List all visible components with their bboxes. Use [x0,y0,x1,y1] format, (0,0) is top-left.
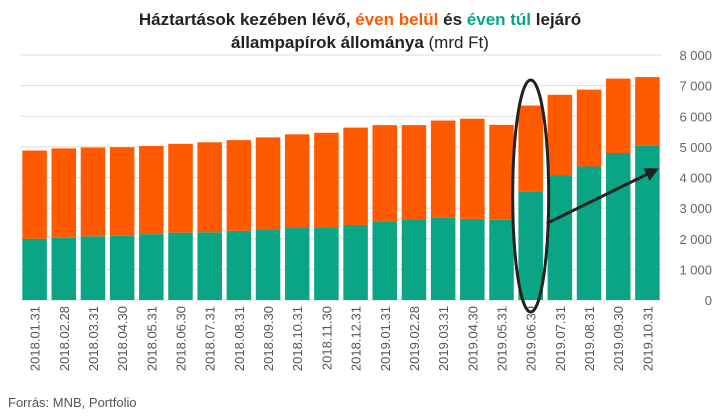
x-tick-label: 2018.07.31 [203,306,218,371]
x-tick-label: 2018.11.30 [319,306,334,370]
bar-within [343,127,368,225]
title-part2: lejáró [535,10,582,29]
x-tick-label: 2019.09.30 [611,306,626,371]
bar-within [226,140,252,231]
x-tick-label: 2019.10.31 [640,306,655,371]
x-tick-label: 2019.04.30 [465,306,480,371]
x-tick-label: 2019.02.28 [407,306,422,371]
bar-within [430,120,456,218]
bar-beyond [197,232,222,300]
y-tick-label: 2 000 [679,232,712,247]
y-tick-label: 7 000 [679,79,712,94]
y-tick-label: 3 000 [679,201,712,216]
bar-within [109,147,135,236]
bar-beyond [518,191,543,300]
bar-within [576,89,602,167]
bar-beyond [605,153,631,300]
bar-beyond [489,219,514,300]
title-line2: állampapírok állománya [231,33,424,52]
y-tick-label: 0 [705,293,712,308]
title-unit: (mrd Ft) [428,33,489,52]
title-and: és [443,10,463,29]
bar-within [284,134,310,229]
y-tick-label: 1 000 [679,262,712,277]
y-tick-label: 6 000 [679,109,712,124]
bar-beyond [430,217,456,300]
x-tick-label: 2018.08.31 [232,306,247,371]
bar-within [489,124,514,220]
title-part1: Háztartások kezében lévő, [138,10,351,29]
title-line-1: Háztartások kezében lévő, éven belül és … [0,8,720,31]
trend-arrow-line [546,170,652,225]
bar-within [372,125,398,222]
bar-beyond [372,221,398,300]
bar-beyond [284,228,310,300]
bar-beyond [51,237,77,300]
y-tick-label: 4 000 [679,171,712,186]
title-line-2: állampapírok állománya (mrd Ft) [0,31,720,54]
bar-beyond [80,236,106,300]
bar-beyond [168,232,193,300]
x-tick-label: 2019.08.31 [582,306,597,371]
bar-within [139,145,164,235]
x-tick-label: 2018.02.28 [57,306,72,371]
bar-beyond [343,224,368,300]
source-note: Forrás: MNB, Portfolio [8,395,137,410]
bar-within [518,105,543,192]
x-tick-label: 2018.06.30 [174,306,189,371]
title-within: éven belül [355,10,439,29]
x-tick-label: 2018.04.30 [115,306,130,371]
bar-beyond [401,219,427,300]
x-tick-label: 2018.10.31 [290,306,305,371]
bar-within [314,132,339,228]
bar-within [401,125,427,220]
bar-within [255,137,281,230]
highlight-ellipse [511,78,551,314]
x-tick-label: 2019.01.31 [378,306,393,371]
bar-within [168,143,193,233]
bar-within [635,77,660,146]
bar-beyond [109,235,135,300]
bar-beyond [22,238,47,300]
y-tick-label: 5 000 [679,140,712,155]
x-tick-label: 2018.05.31 [144,306,159,371]
trend-arrow-head [643,168,660,181]
bar-within [460,118,485,219]
title-beyond: éven túl [466,10,532,29]
x-tick-label: 2019.03.31 [436,306,451,371]
x-tick-label: 2018.12.31 [349,306,364,371]
bar-within [547,94,573,176]
bar-within [22,150,47,239]
x-tick-label: 2018.09.30 [261,306,276,371]
bar-within [197,142,222,233]
bar-beyond [314,227,339,300]
chart-title: Háztartások kezében lévő, éven belül és … [0,8,720,54]
bar-beyond [139,234,164,300]
x-tick-label: 2019.05.31 [495,306,510,371]
bar-beyond [255,229,281,300]
bar-beyond [576,166,602,300]
bar-beyond [226,230,252,300]
bar-within [80,147,106,237]
bar-beyond [547,175,573,300]
x-tick-label: 2018.01.31 [28,306,43,371]
x-tick-label: 2019.06.30 [524,306,539,371]
bar-beyond [460,218,485,300]
bar-within [51,148,77,238]
x-tick-label: 2019.07.31 [553,306,568,371]
bar-within [605,78,631,153]
y-tick-label: 8 000 [679,48,712,63]
x-tick-label: 2018.03.31 [86,306,101,371]
